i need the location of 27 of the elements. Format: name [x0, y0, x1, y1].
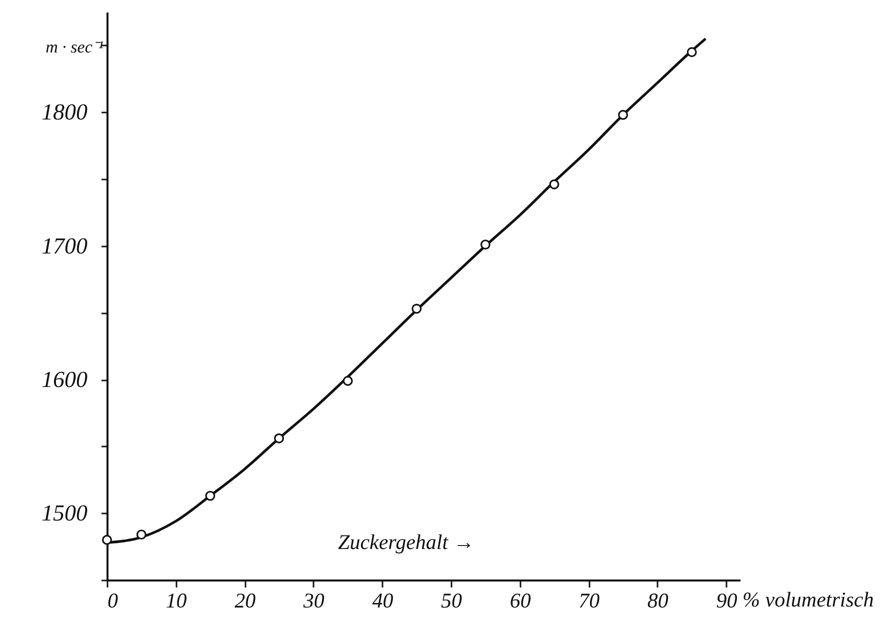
x-tick-label: 90	[716, 588, 738, 612]
point	[102, 534, 112, 545]
point	[686, 47, 697, 58]
y-tick-label: 1600	[42, 367, 88, 392]
point	[136, 530, 146, 540]
point	[274, 433, 284, 444]
point	[618, 110, 628, 120]
point	[412, 304, 422, 314]
x-tick-label: 60	[510, 588, 532, 612]
x-tick-label: 0	[108, 588, 118, 612]
x-tick-label: 30	[302, 588, 325, 612]
y-tick-label: 1700	[42, 233, 88, 258]
point	[342, 376, 353, 386]
y-tick-label: 1800	[42, 100, 88, 125]
annotation: Zuckergehalt →	[338, 530, 474, 554]
y-axis-title: m · sec⁻¹	[46, 38, 104, 56]
x-tick-label: 10	[166, 588, 188, 612]
point	[549, 179, 560, 190]
x-tick-label: 20	[234, 588, 256, 612]
x-tick-label: 70	[578, 588, 600, 612]
point	[480, 240, 490, 250]
y-tick-label: 1500	[42, 500, 88, 526]
x-tick-label: 50	[441, 588, 463, 612]
x-tick-label: 40	[372, 588, 394, 612]
x-tick-label: 80	[647, 588, 669, 612]
point	[205, 490, 216, 501]
x-axis-title: % volumetrisch	[742, 588, 874, 612]
